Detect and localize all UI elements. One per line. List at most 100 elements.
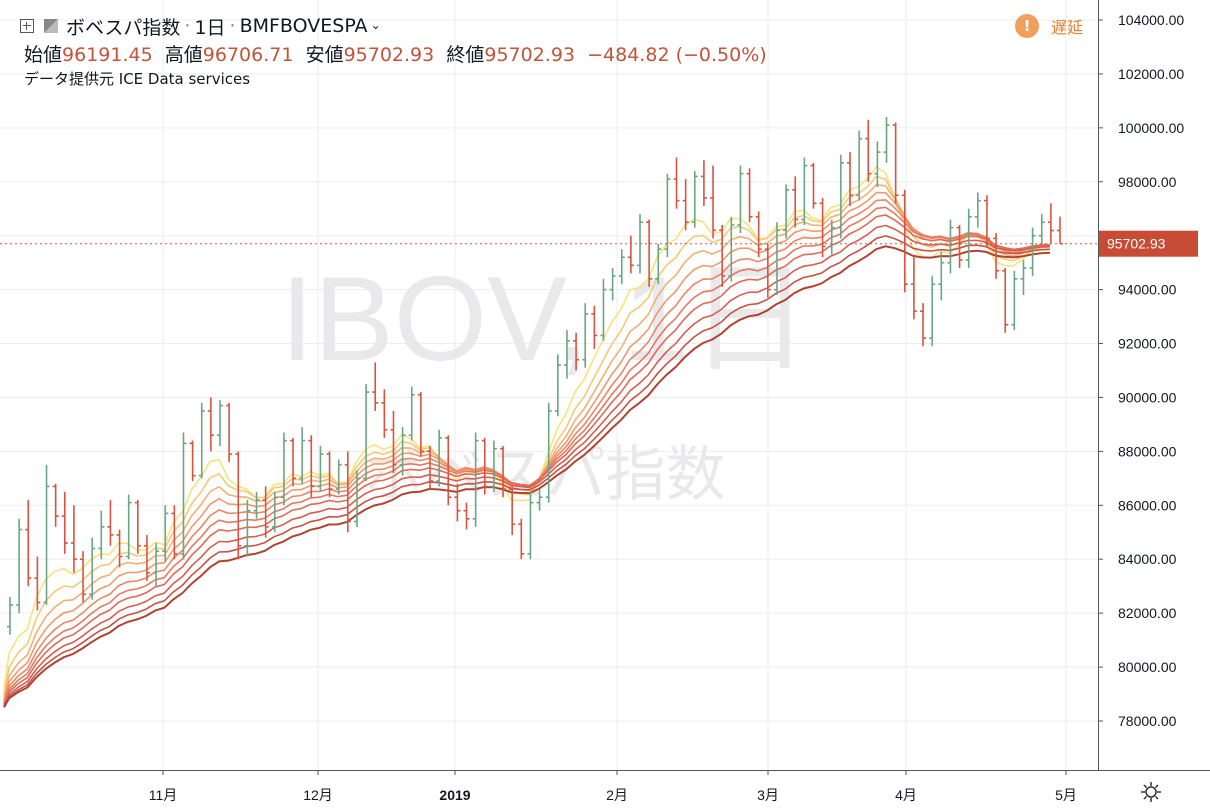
ohlc-bar bbox=[43, 464, 50, 606]
x-tick-label: 4月 bbox=[895, 787, 917, 803]
ohlc-bar bbox=[591, 305, 598, 349]
ohlc-bar bbox=[472, 432, 479, 527]
chevron-down-icon[interactable]: ⌄ bbox=[370, 18, 381, 32]
ohlc-bar bbox=[107, 499, 114, 546]
y-tick-label: 78000.00 bbox=[1118, 713, 1177, 729]
y-tick-label: 104000.00 bbox=[1118, 12, 1184, 28]
ohlc-bar bbox=[500, 445, 507, 498]
ohlc-bar bbox=[372, 362, 379, 411]
ohlc-bar bbox=[929, 276, 936, 347]
ohlc-bar bbox=[627, 235, 634, 274]
ohlc-bar bbox=[25, 499, 32, 587]
ohlc-bar bbox=[1011, 270, 1018, 331]
ohlc-bar bbox=[910, 254, 917, 320]
ohlc-bar bbox=[938, 251, 945, 301]
ohlc-bar bbox=[253, 491, 260, 519]
ohlc-bar bbox=[235, 451, 242, 560]
ohlc-bar bbox=[344, 451, 351, 533]
ohlc-bar bbox=[244, 499, 251, 557]
ohlc-bar bbox=[710, 165, 717, 239]
ohlc-bar bbox=[646, 219, 653, 287]
ticker-label[interactable]: BMFBOVESPA bbox=[239, 15, 368, 37]
ohlc-bar bbox=[554, 354, 561, 417]
ohlc-bar bbox=[956, 224, 963, 269]
ohlc-bar bbox=[509, 486, 516, 535]
ohlc-bar bbox=[34, 556, 41, 611]
ohlc-bar bbox=[965, 208, 972, 269]
x-tick-label: 12月 bbox=[303, 787, 333, 803]
symbol-name: ボベスパ指数 bbox=[66, 16, 181, 39]
ohlc-bar bbox=[801, 157, 808, 225]
ohlc-bar bbox=[1038, 214, 1045, 244]
gear-icon[interactable] bbox=[1140, 781, 1162, 803]
ohlc-bar bbox=[189, 440, 196, 482]
ohlc-bar bbox=[16, 518, 23, 614]
interval-label[interactable]: 1日 bbox=[194, 16, 226, 39]
ohlc-bar bbox=[700, 160, 707, 207]
ohlc-bar bbox=[80, 551, 87, 603]
ohlc-bar bbox=[545, 402, 552, 503]
ohlc-bar bbox=[381, 389, 388, 438]
change-value: −484.82 (−0.50%) bbox=[587, 44, 767, 66]
ohlc-bar bbox=[217, 400, 223, 446]
ohlc-bar bbox=[153, 543, 160, 587]
time-axis[interactable]: 11月 12月 2019 2月 3月 4月 5月 bbox=[149, 770, 1077, 803]
close-value: 95702.93 bbox=[484, 44, 576, 66]
ohlc-bar bbox=[207, 397, 214, 452]
x-tick-label: 2月 bbox=[606, 787, 628, 803]
ohlc-bar bbox=[719, 224, 726, 287]
ohlc-bar bbox=[773, 222, 780, 296]
ohlc-bar bbox=[171, 505, 178, 560]
ohlc-bar bbox=[618, 249, 625, 285]
ma-line bbox=[3, 165, 1051, 690]
ohlc-bar bbox=[892, 122, 899, 204]
y-tick-label: 86000.00 bbox=[1118, 497, 1177, 513]
ohlc-bar bbox=[390, 410, 397, 473]
ohlc-bar bbox=[326, 451, 333, 498]
ohlc-bar bbox=[490, 440, 497, 492]
ohlc-bar bbox=[837, 154, 844, 239]
flag-icon bbox=[44, 19, 58, 33]
ma-line bbox=[3, 245, 1051, 708]
y-tick-label: 84000.00 bbox=[1118, 551, 1177, 567]
ohlc-bar bbox=[299, 427, 306, 484]
ohlc-bar bbox=[7, 596, 13, 635]
watermark-title: IBOV, 1日 bbox=[280, 252, 809, 386]
open-label: 始値 bbox=[24, 44, 63, 66]
x-tick-label: 11月 bbox=[149, 787, 178, 803]
ohlc-bar bbox=[481, 437, 488, 495]
ohlc-bar bbox=[847, 152, 853, 207]
ohlc-bar bbox=[436, 429, 443, 487]
ohlc-bar bbox=[527, 491, 534, 560]
ohlc-bar bbox=[983, 195, 990, 247]
ohlc-bar bbox=[454, 483, 461, 522]
ohlc-bar bbox=[363, 383, 370, 482]
delay-indicator[interactable]: ! 遅延 bbox=[1015, 14, 1083, 38]
ohlc-bar bbox=[828, 219, 835, 255]
price-axis[interactable]: 104000.00102000.00100000.0098000.0096000… bbox=[1098, 12, 1184, 729]
ohlc-bar bbox=[61, 491, 68, 554]
ohlc-bar bbox=[974, 192, 981, 228]
ohlc-bar bbox=[280, 432, 287, 506]
ohlc-bar bbox=[764, 243, 771, 298]
y-tick-label: 92000.00 bbox=[1118, 336, 1177, 352]
ohlc-bar bbox=[445, 435, 452, 506]
ohlc-bar bbox=[116, 529, 123, 568]
ohlc-bar bbox=[143, 534, 150, 581]
y-tick-label: 94000.00 bbox=[1118, 282, 1177, 298]
ohlc-bar bbox=[308, 435, 315, 498]
ma-line bbox=[3, 214, 1051, 706]
y-tick-label: 88000.00 bbox=[1118, 443, 1177, 459]
ohlc-bar bbox=[691, 170, 698, 228]
ohlc-bar bbox=[180, 432, 187, 560]
ma-line bbox=[3, 224, 1051, 707]
ohlc-bars bbox=[7, 117, 1063, 635]
x-tick-label: 2019 bbox=[439, 787, 470, 803]
ohlc-bar bbox=[271, 491, 278, 533]
ohlc-bar bbox=[198, 402, 205, 479]
ohlc-bar bbox=[70, 505, 77, 573]
ohlc-bar bbox=[664, 173, 671, 258]
legend: ボベスパ指数 · 1日 · BMFBOVESPA ⌄ 始値96191.45 高値… bbox=[20, 12, 767, 90]
expand-icon[interactable] bbox=[20, 19, 34, 33]
